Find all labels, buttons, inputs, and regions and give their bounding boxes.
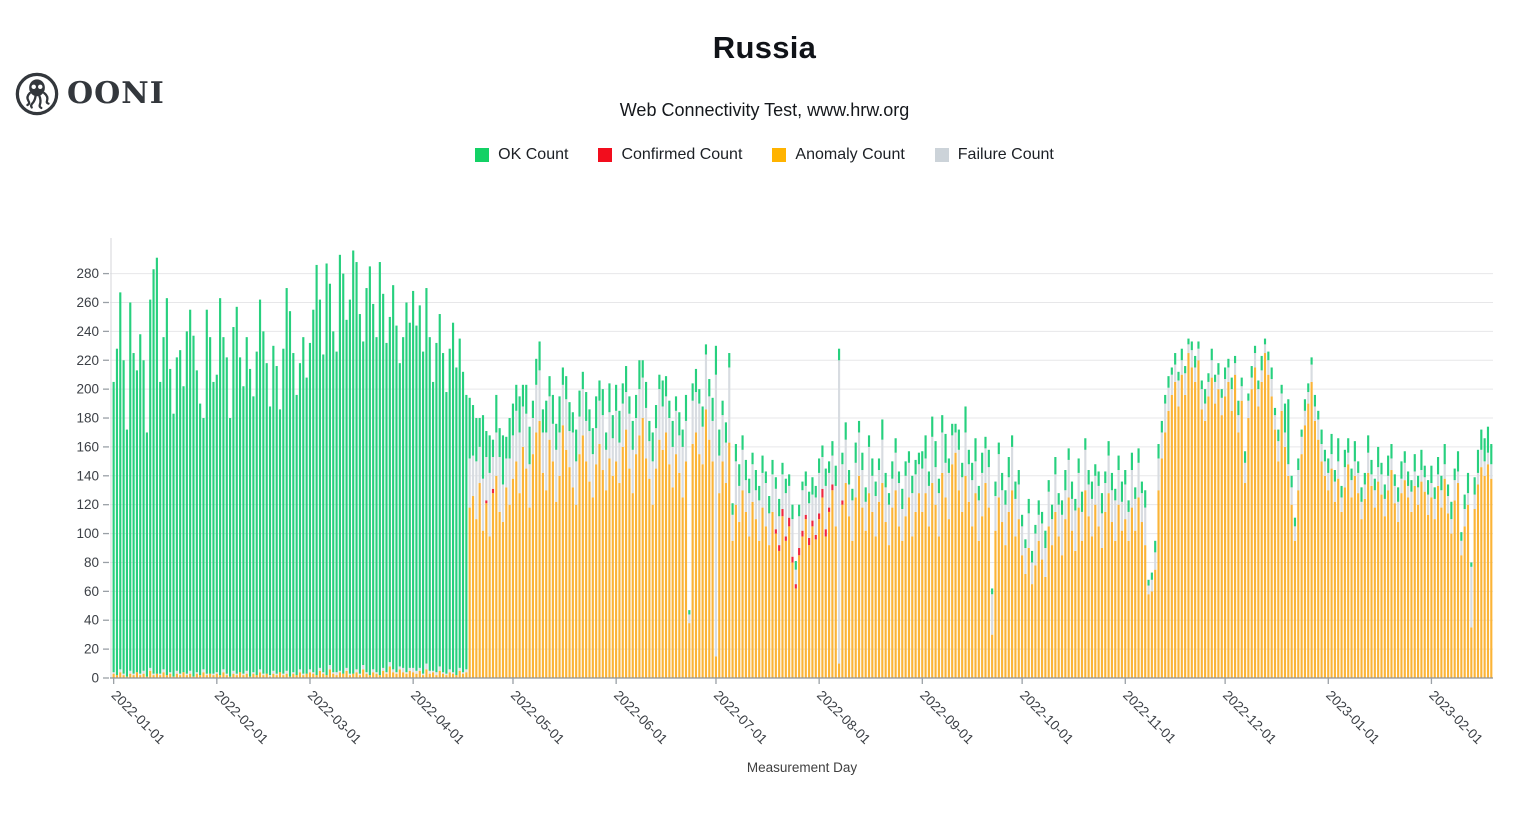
x-axis-title: Measurement Day [747, 760, 858, 775]
svg-text:2023-02-01: 2023-02-01 [1426, 688, 1485, 747]
ooni-octopus-icon [15, 72, 59, 116]
chart-legend: OK Count Confirmed Count Anomaly Count F… [0, 146, 1529, 164]
svg-text:160: 160 [76, 439, 99, 454]
svg-text:2022-08-01: 2022-08-01 [814, 688, 873, 747]
svg-text:60: 60 [84, 584, 99, 599]
failure-count-swatch-icon [934, 148, 949, 162]
svg-text:2022-06-01: 2022-06-01 [611, 688, 670, 747]
legend-label-anomaly-count: Anomaly Count [795, 146, 905, 163]
ooni-logo: OONI [14, 71, 165, 117]
svg-text:80: 80 [84, 555, 99, 570]
legend-label-ok-count: OK Count [498, 146, 569, 163]
svg-text:280: 280 [76, 266, 99, 281]
svg-text:200: 200 [76, 382, 99, 397]
svg-text:140: 140 [76, 468, 99, 483]
svg-text:120: 120 [76, 497, 99, 512]
ok-count-swatch-icon [475, 148, 490, 162]
svg-text:0: 0 [91, 671, 99, 686]
legend-item-anomaly-count: Anomaly Count [772, 146, 905, 164]
svg-text:2022-10-01: 2022-10-01 [1017, 688, 1076, 747]
svg-text:2022-04-01: 2022-04-01 [408, 688, 467, 747]
svg-text:260: 260 [76, 295, 99, 310]
svg-text:2023-01-01: 2023-01-01 [1323, 688, 1382, 747]
svg-text:220: 220 [76, 353, 99, 368]
legend-item-ok-count: OK Count [475, 146, 568, 164]
svg-text:100: 100 [76, 526, 99, 541]
svg-text:2022-05-01: 2022-05-01 [508, 688, 567, 747]
svg-text:40: 40 [84, 613, 99, 628]
anomaly-count-swatch-icon [772, 148, 787, 162]
bars[interactable] [112, 250, 1493, 678]
chart-title: Russia [712, 30, 817, 65]
chart-subtitle: Web Connectivity Test, www.hrw.org [619, 100, 910, 120]
legend-item-failure-count: Failure Count [934, 146, 1054, 164]
svg-text:2022-11-01: 2022-11-01 [1120, 688, 1179, 747]
confirmed-count-swatch-icon [598, 148, 613, 162]
legend-label-failure-count: Failure Count [957, 146, 1054, 163]
svg-text:240: 240 [76, 324, 99, 339]
svg-text:20: 20 [84, 642, 99, 657]
svg-text:2022-09-01: 2022-09-01 [917, 688, 976, 747]
svg-text:2022-07-01: 2022-07-01 [711, 688, 770, 747]
svg-text:2022-02-01: 2022-02-01 [212, 688, 271, 747]
svg-text:2022-03-01: 2022-03-01 [305, 688, 364, 747]
svg-text:2022-12-01: 2022-12-01 [1220, 688, 1279, 747]
ooni-wordmark: OONI [67, 76, 165, 111]
svg-text:2022-01-01: 2022-01-01 [109, 688, 168, 747]
legend-label-confirmed-count: Confirmed Count [621, 146, 743, 163]
svg-text:180: 180 [76, 411, 99, 426]
legend-item-confirmed-count: Confirmed Count [598, 146, 742, 164]
